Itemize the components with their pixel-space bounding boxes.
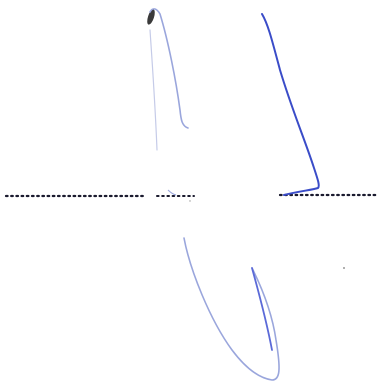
speck (343, 267, 345, 269)
upper-right-stroke-path (261, 13, 320, 196)
upper-left-stroke-path (149, 8, 189, 129)
upper-right-stroke (261, 13, 320, 196)
lower-stroke-path (183, 237, 280, 381)
upper-left-stroke (147, 8, 189, 151)
speck (189, 200, 191, 202)
dotted-baseline (4, 193, 378, 198)
lower-stroke-dark-segment (251, 267, 273, 351)
center-mark (167, 189, 177, 196)
ink-blot (147, 9, 155, 25)
lower-stroke (183, 237, 280, 381)
upper-left-faint-line (149, 29, 158, 151)
